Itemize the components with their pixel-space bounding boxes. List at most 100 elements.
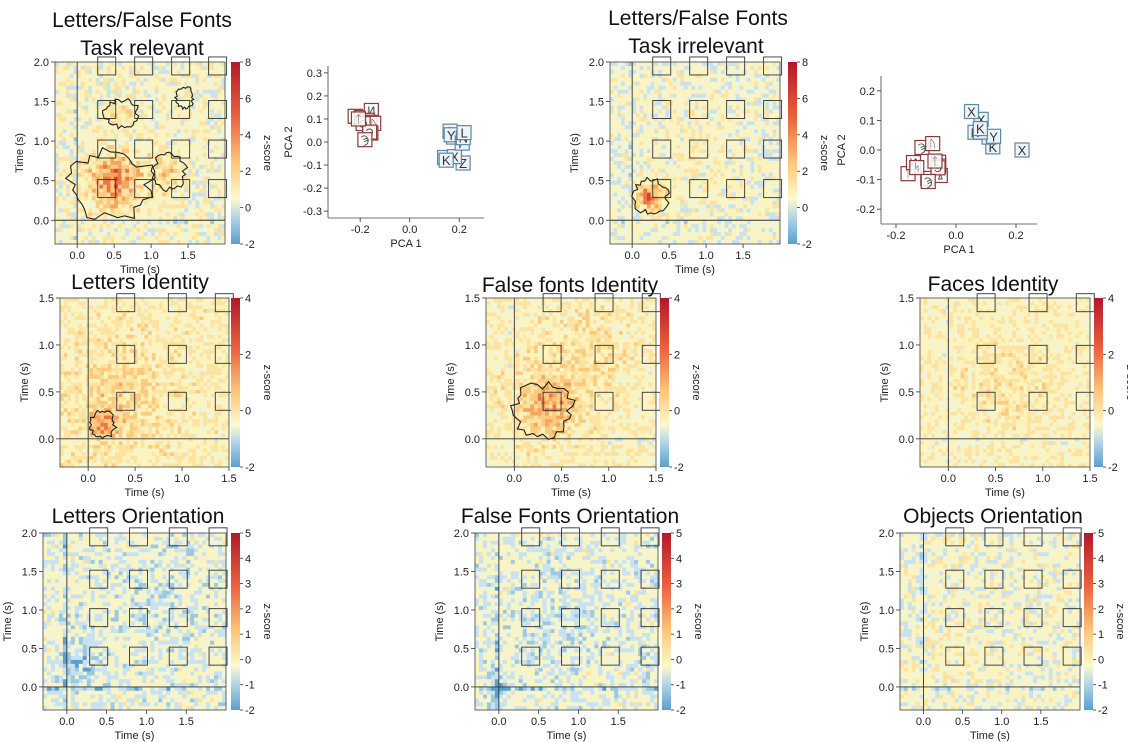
heatmap-cell: [217, 180, 222, 186]
heatmap-cell: [80, 224, 85, 229]
heatmap-cell: [206, 133, 211, 138]
heatmap-cell: [176, 149, 182, 154]
heatmap-cell: [709, 105, 714, 110]
heatmap-cell: [121, 69, 126, 75]
heatmap-cell: [80, 145, 85, 150]
heatmap-cell: [162, 164, 167, 170]
heatmap-cell: [210, 156, 215, 162]
heatmap-cell: [154, 176, 159, 182]
heatmap-cell: [191, 73, 196, 79]
heatmap-cell: [158, 188, 163, 193]
heatmap-cell: [691, 145, 696, 150]
heatmap-cell: [115, 323, 120, 328]
heatmap-cell: [144, 312, 149, 317]
heatmap-cell: [757, 149, 762, 154]
heatmap-cell: [195, 133, 200, 138]
heatmap-cell: [165, 93, 170, 99]
heatmap-cell: [133, 342, 138, 347]
heatmap-cell: [114, 224, 119, 229]
heatmap-cell: [80, 125, 85, 130]
heatmap-cell: [140, 240, 145, 245]
heatmap-cell: [213, 176, 219, 182]
heatmap-cell: [69, 97, 74, 102]
heatmap-cell: [643, 212, 648, 217]
heatmap-cell: [91, 164, 97, 170]
heatmap-cell: [136, 153, 141, 158]
heatmap-cell: [757, 109, 762, 114]
colorbar-label: z-score: [261, 135, 273, 171]
heatmap-cell: [166, 342, 171, 347]
heatmap-cell: [78, 338, 83, 343]
heatmap-cell: [180, 164, 185, 170]
heatmap-cell: [617, 62, 622, 67]
heatmap-cell: [654, 180, 659, 186]
heatmap-cell: [121, 73, 126, 79]
heatmap-cell: [650, 85, 655, 91]
heatmap-cell: [706, 176, 711, 182]
heatmap-cell: [140, 172, 145, 178]
heatmap-cell: [221, 176, 226, 182]
heatmap-cell: [698, 236, 703, 241]
heatmap-cell: [754, 89, 759, 95]
heatmap-cell: [55, 160, 60, 166]
heatmap-cell: [69, 145, 74, 150]
heatmap-cell: [181, 305, 186, 310]
heatmap-cell: [184, 240, 189, 245]
significance-contour: [102, 98, 140, 130]
heatmap-cell: [188, 342, 193, 347]
heatmap-cell: [225, 316, 230, 321]
heatmap-cell: [632, 228, 637, 233]
heatmap-cell: [702, 73, 707, 79]
heatmap-cell: [757, 97, 762, 102]
heatmap-cell: [159, 298, 164, 303]
heatmap-cell: [84, 81, 89, 87]
heatmap-cell: [765, 200, 770, 205]
heatmap-cell: [217, 160, 222, 166]
heatmap-cell: [195, 236, 200, 241]
heatmap-cell: [99, 141, 104, 146]
heatmap-cell: [765, 129, 770, 134]
heatmap-cell: [757, 105, 762, 110]
heatmap-cell: [691, 188, 696, 193]
heatmap-cell: [695, 176, 700, 182]
heatmap-cell: [680, 85, 685, 91]
heatmap-cell: [702, 89, 707, 95]
heatmap-cell: [658, 81, 663, 87]
heatmap-cell: [170, 316, 175, 321]
heatmap-cell: [181, 331, 186, 336]
heatmap-cell: [202, 113, 207, 118]
heatmap-cell: [706, 200, 711, 205]
heatmap-cell: [147, 208, 152, 213]
heatmap-cell: [632, 109, 637, 114]
heatmap-cell: [754, 220, 759, 225]
heatmap-cell: [170, 323, 175, 328]
heatmap-cell: [202, 180, 207, 186]
heatmap-cell: [709, 89, 714, 95]
heatmap-cell: [143, 117, 148, 122]
heatmap-cell: [88, 73, 93, 79]
heatmap-cell: [754, 81, 759, 87]
heatmap-cell: [173, 145, 178, 150]
heatmap-cell: [735, 117, 740, 122]
heatmap-cell: [757, 188, 762, 193]
heatmap-cell: [617, 184, 622, 190]
heatmap-cell: [80, 172, 85, 178]
heatmap-cell: [661, 156, 666, 162]
heatmap-cell: [77, 188, 82, 193]
heatmap-cell: [695, 220, 700, 225]
heatmap-cell: [658, 65, 663, 71]
heatmap-cell: [62, 129, 67, 134]
heatmap-cell: [635, 216, 640, 221]
heatmap-cell: [125, 62, 130, 67]
heatmap-cell: [77, 236, 82, 241]
heatmap-cell: [206, 331, 212, 336]
heatmap-cell: [159, 334, 164, 339]
panel-title-task-irrelevant-line2: Task irrelevant: [628, 35, 764, 58]
heatmap-cell: [713, 188, 718, 193]
heatmap-cell: [720, 109, 725, 114]
colorbar: [231, 62, 240, 244]
heatmap-cell: [709, 188, 714, 193]
heatmap-cell: [128, 232, 134, 237]
heatmap-cell: [635, 232, 640, 237]
heatmap-cell: [643, 153, 648, 158]
